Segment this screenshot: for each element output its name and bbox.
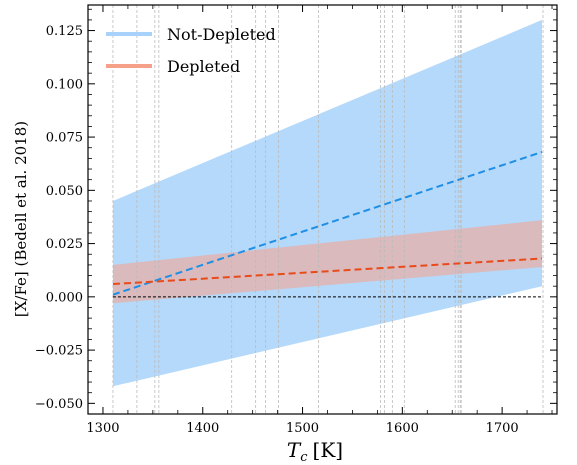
y-tick-label: 0.000 xyxy=(46,290,83,305)
x-axis-title: Tc [K] xyxy=(287,438,343,465)
y-tick-label: −0.025 xyxy=(35,344,83,359)
band-not-depleted xyxy=(112,19,543,387)
y-tick-label: 0.125 xyxy=(46,24,83,39)
plot-frame xyxy=(87,4,558,415)
legend-label-not-depleted: Not-Depleted xyxy=(167,25,276,44)
y-tick-label: 0.025 xyxy=(46,237,83,252)
series-lines xyxy=(112,151,543,296)
legend-label-depleted: Depleted xyxy=(167,57,240,76)
y-tick-labels: −0.050 −0.025 0.000 0.025 0.050 0.075 0.100 0.1… xyxy=(35,24,83,412)
y-tick-label: −0.050 xyxy=(35,397,83,412)
x-axis-unit: [K] xyxy=(313,438,344,462)
confidence-bands xyxy=(112,19,543,387)
y-tick-label: 0.050 xyxy=(46,184,83,199)
vertical-markers xyxy=(112,5,544,414)
x-axis-symbol: T xyxy=(287,438,302,462)
x-tick-labels: 1300 1400 1500 1600 1700 xyxy=(86,421,518,436)
band-depleted xyxy=(112,220,543,304)
x-tick-label: 1300 xyxy=(86,421,119,436)
axis-ticks xyxy=(88,5,557,414)
x-tick-label: 1700 xyxy=(486,421,519,436)
y-axis-title: [X/Fe] (Bedell et al. 2018) xyxy=(12,121,30,317)
x-tick-label: 1500 xyxy=(286,421,319,436)
x-tick-label: 1400 xyxy=(186,421,219,436)
legend: Not-Depleted Depleted xyxy=(106,25,276,76)
x-tick-label: 1600 xyxy=(386,421,419,436)
x-axis-subscript: c xyxy=(300,450,308,465)
line-not-depleted xyxy=(112,151,543,296)
y-tick-label: 0.100 xyxy=(46,77,83,92)
y-tick-label: 0.075 xyxy=(46,131,83,146)
line-depleted xyxy=(112,257,543,286)
